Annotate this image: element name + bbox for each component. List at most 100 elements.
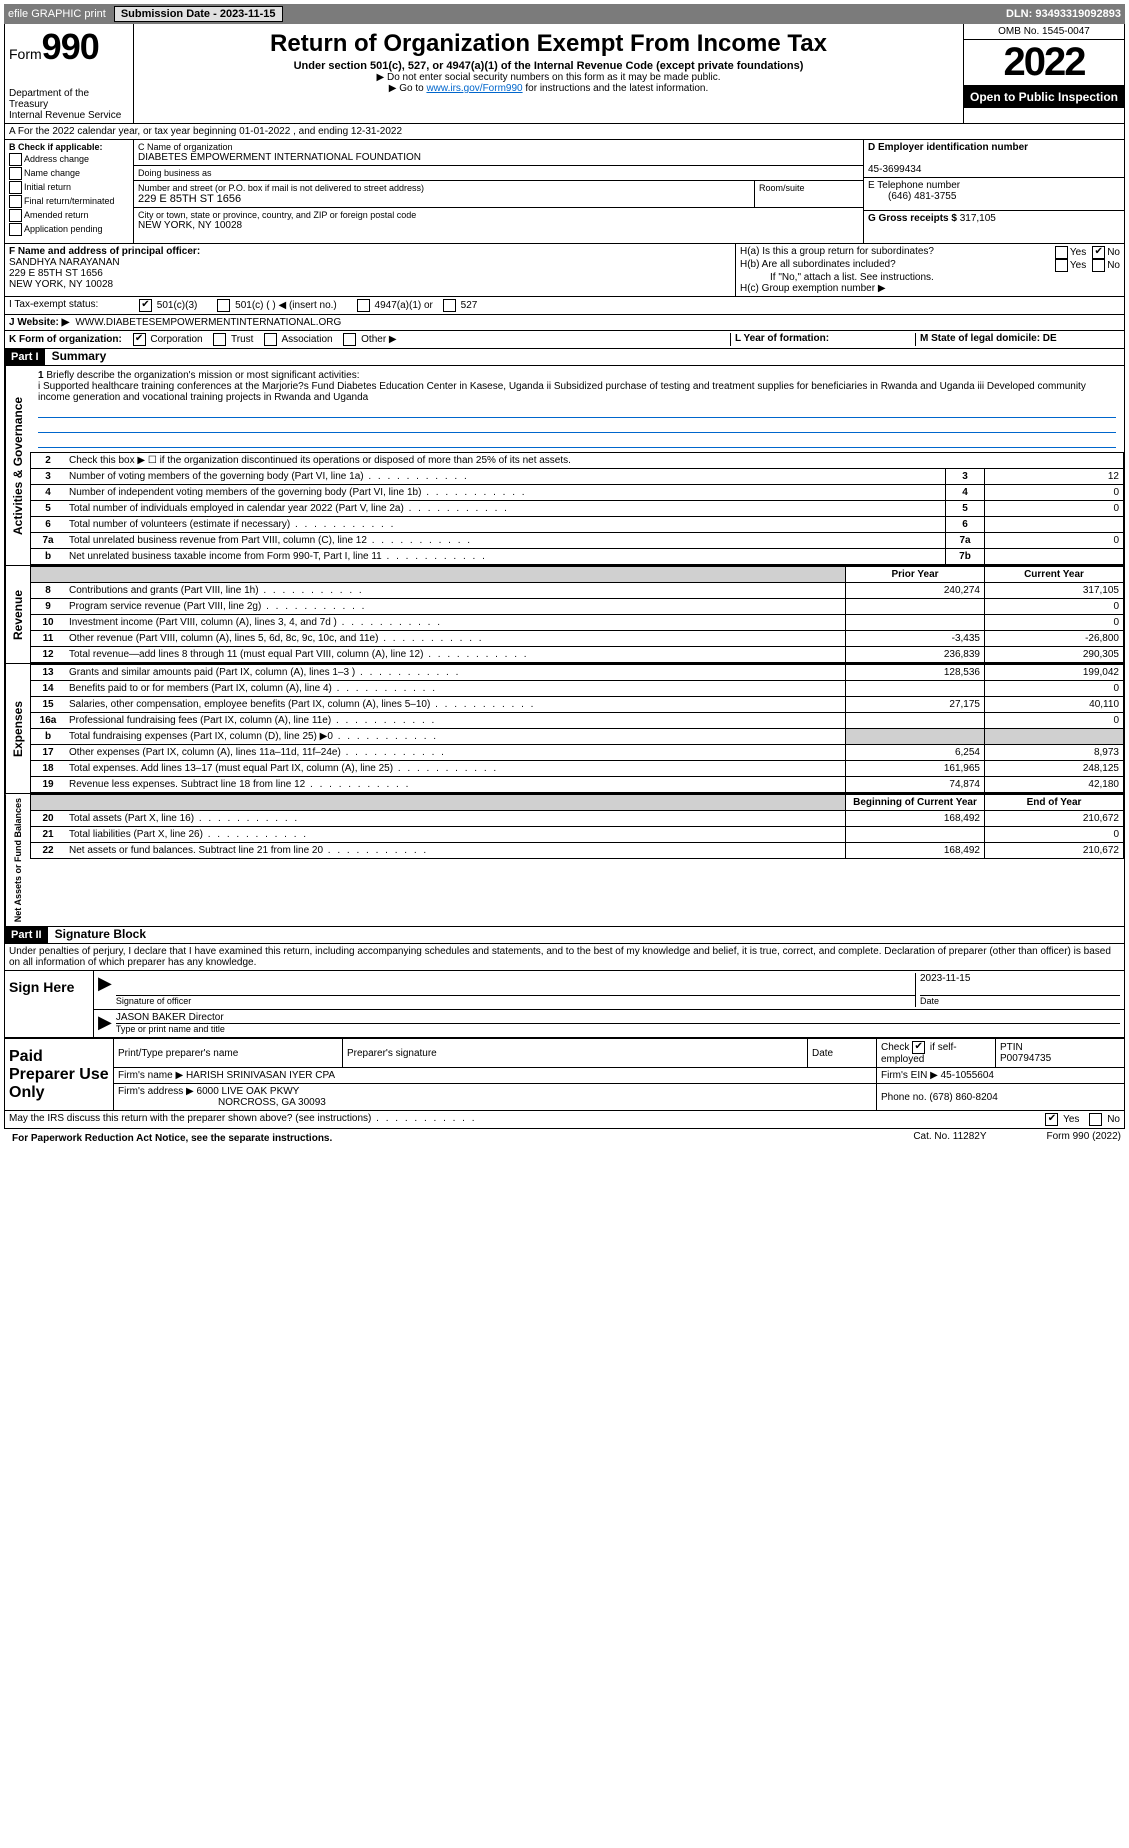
prep-self-employed: Check if self-employed [877,1039,996,1068]
row-j-website: J Website: ▶ WWW.DIABETESEMPOWERMENTINTE… [4,315,1125,331]
cb-application-pending[interactable]: Application pending [9,223,129,236]
gross-receipts-label: G Gross receipts $ [868,213,957,224]
governance-table: 2Check this box ▶ ☐ if the organization … [30,452,1124,565]
officer-print-name: JASON BAKER Director [116,1012,1120,1024]
table-row: bNet unrelated business taxable income f… [31,549,1124,565]
part1-header: Part I [5,349,45,365]
open-to-public: Open to Public Inspection [964,86,1124,108]
discuss-yes[interactable]: Yes [1045,1113,1079,1126]
prep-ptin: PTINP00794735 [996,1039,1125,1068]
hb-label: H(b) Are all subordinates included? [740,259,1055,272]
cb-address-change[interactable]: Address change [9,153,129,166]
sig-date: 2023-11-15 [920,973,1120,996]
tax-year: 2022 [964,40,1124,86]
section-fh: F Name and address of principal officer:… [4,244,1125,296]
ha-no[interactable]: No [1092,246,1120,259]
table-row: 5Total number of individuals employed in… [31,501,1124,517]
cb-self-employed[interactable] [912,1041,925,1054]
form-title: Return of Organization Exempt From Incom… [138,30,959,58]
table-row: 10Investment income (Part VIII, column (… [31,615,1124,631]
ein-label: D Employer identification number [868,142,1028,153]
cb-501c3[interactable]: 501(c)(3) [139,299,197,312]
net-assets-section: Net Assets or Fund Balances Beginning of… [4,794,1125,927]
perjury-declaration: Under penalties of perjury, I declare th… [4,944,1125,971]
row-klm: K Form of organization: Corporation Trus… [4,331,1125,349]
mission-block: 1 Briefly describe the organization's mi… [30,366,1124,452]
cb-assoc[interactable]: Association [264,334,332,345]
irs-link[interactable]: www.irs.gov/Form990 [426,83,522,94]
hc-label: H(c) Group exemption number ▶ [740,283,1120,294]
ha-label: H(a) Is this a group return for subordin… [740,246,1055,259]
cb-4947[interactable]: 4947(a)(1) or [357,299,433,312]
dln-label: DLN: 93493319092893 [1006,8,1121,20]
form-subtitle: Under section 501(c), 527, or 4947(a)(1)… [138,60,959,72]
table-row: 15Salaries, other compensation, employee… [31,697,1124,713]
ein-value: 45-3699434 [868,164,921,175]
paid-preparer-block: Paid Preparer Use Only Print/Type prepar… [4,1038,1125,1111]
prep-sig-header: Preparer's signature [343,1039,808,1068]
org-name: DIABETES EMPOWERMENT INTERNATIONAL FOUND… [138,152,859,163]
cb-other[interactable]: Other ▶ [343,334,396,345]
dba-label: Doing business as [138,168,859,178]
discuss-text: May the IRS discuss this return with the… [9,1113,1045,1126]
efile-label: efile GRAPHIC print [8,8,106,20]
cb-initial-return[interactable]: Initial return [9,181,129,194]
paid-preparer-label: Paid Preparer Use Only [5,1039,114,1111]
submission-date-button[interactable]: Submission Date - 2023-11-15 [114,6,283,22]
m-state-domicile: M State of legal domicile: DE [915,333,1120,346]
phone-value: (646) 481-3755 [868,191,956,202]
header-mid: Return of Organization Exempt From Incom… [134,24,963,123]
prep-name-header: Print/Type preparer's name [114,1039,343,1068]
cb-amended[interactable]: Amended return [9,209,129,222]
sig-date-label: Date [920,996,939,1006]
col-h-group: H(a) Is this a group return for subordin… [736,244,1124,296]
officer-name: SANDHYA NARAYANAN [9,257,120,268]
ha-yes[interactable]: Yes [1055,246,1086,259]
name-arrow-icon: ▶ [98,1012,112,1035]
signature-arrow-icon: ▶ [98,973,112,1007]
cb-corp[interactable]: Corporation [133,334,203,345]
ssn-note: ▶ Do not enter social security numbers o… [138,72,959,83]
form-number: 990 [42,26,99,67]
table-row: 3Number of voting members of the governi… [31,469,1124,485]
form-footer: Form 990 (2022) [1047,1131,1121,1146]
discuss-no[interactable]: No [1089,1113,1120,1126]
firm-ein-row: Firm's EIN ▶ 45-1055604 [877,1068,1125,1084]
org-name-label: C Name of organization [138,142,859,152]
cb-527[interactable]: 527 [443,299,477,312]
print-name-label: Type or print name and title [116,1024,225,1034]
l-year-formation: L Year of formation: [730,333,915,346]
sign-here-label: Sign Here [5,971,94,1037]
col-b-checkboxes: B Check if applicable: Address change Na… [5,140,134,243]
q2-text: Check this box ▶ ☐ if the organization d… [65,453,1124,469]
cat-no: Cat. No. 11282Y [913,1131,986,1146]
paperwork-notice: For Paperwork Reduction Act Notice, see … [8,1131,913,1146]
row-i-tax-status: I Tax-exempt status: 501(c)(3) 501(c) ( … [4,296,1125,315]
cb-trust[interactable]: Trust [213,334,253,345]
current-year-header: Current Year [985,567,1124,583]
form-word: Form [9,46,42,62]
gross-receipts-value: 317,105 [960,213,996,224]
table-row: 22Net assets or fund balances. Subtract … [31,843,1124,859]
table-row: 19Revenue less expenses. Subtract line 1… [31,777,1124,793]
table-row: 13Grants and similar amounts paid (Part … [31,665,1124,681]
firm-name-row: Firm's name ▶ HARISH SRINIVASAN IYER CPA [114,1068,877,1084]
activities-governance-section: Activities & Governance 1 Briefly descri… [4,366,1125,566]
expenses-table: 13Grants and similar amounts paid (Part … [30,664,1124,793]
sign-here-block: Sign Here ▶ Signature of officer 2023-11… [4,971,1125,1038]
part1-title: Summary [52,349,107,363]
cb-501c[interactable]: 501(c) ( ) ◀ (insert no.) [217,299,336,312]
cb-final-return[interactable]: Final return/terminated [9,195,129,208]
revenue-label: Revenue [5,566,30,663]
city-label: City or town, state or province, country… [138,210,859,220]
hb-yes[interactable]: Yes [1055,259,1086,272]
cb-name-change[interactable]: Name change [9,167,129,180]
table-row: 9Program service revenue (Part VIII, lin… [31,599,1124,615]
table-row: bTotal fundraising expenses (Part IX, co… [31,729,1124,745]
hb-no[interactable]: No [1092,259,1120,272]
website-value: WWW.DIABETESEMPOWERMENTINTERNATIONAL.ORG [75,317,341,328]
col-deg: D Employer identification number 45-3699… [864,140,1124,243]
revenue-section: Revenue Prior Year Current Year 8Contrib… [4,566,1125,664]
goto-note: ▶ Go to www.irs.gov/Form990 for instruct… [138,83,959,94]
table-row: 20Total assets (Part X, line 16)168,4922… [31,811,1124,827]
